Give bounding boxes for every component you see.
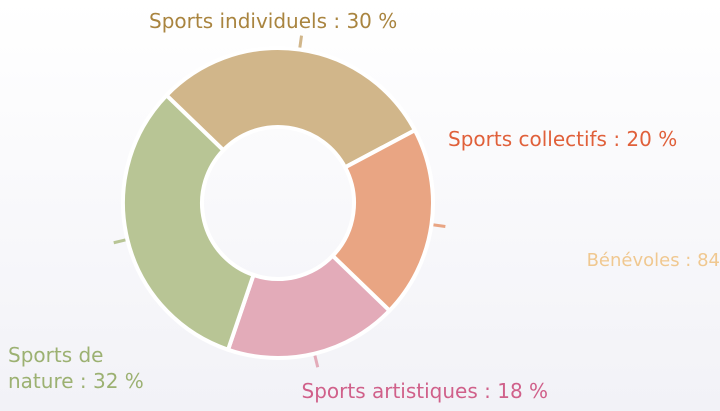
leader-line (113, 238, 126, 245)
annotation: Bénévoles : 84 (586, 250, 720, 271)
slice-label: Sports de nature : 32 % (8, 343, 144, 393)
slice-label: Sports individuels : 30 % (149, 9, 398, 33)
donut-segment (121, 92, 257, 353)
slice-label: Sports collectifs : 20 % (448, 127, 678, 151)
donut-segment (329, 127, 435, 314)
leader-line (298, 35, 304, 48)
leader-lines (113, 35, 446, 368)
slice-label: Sports artistiques : 18 % (301, 379, 549, 403)
donut-segment (163, 46, 418, 171)
donut-segment (225, 252, 393, 360)
leader-line (433, 223, 446, 229)
leader-line (313, 355, 320, 368)
